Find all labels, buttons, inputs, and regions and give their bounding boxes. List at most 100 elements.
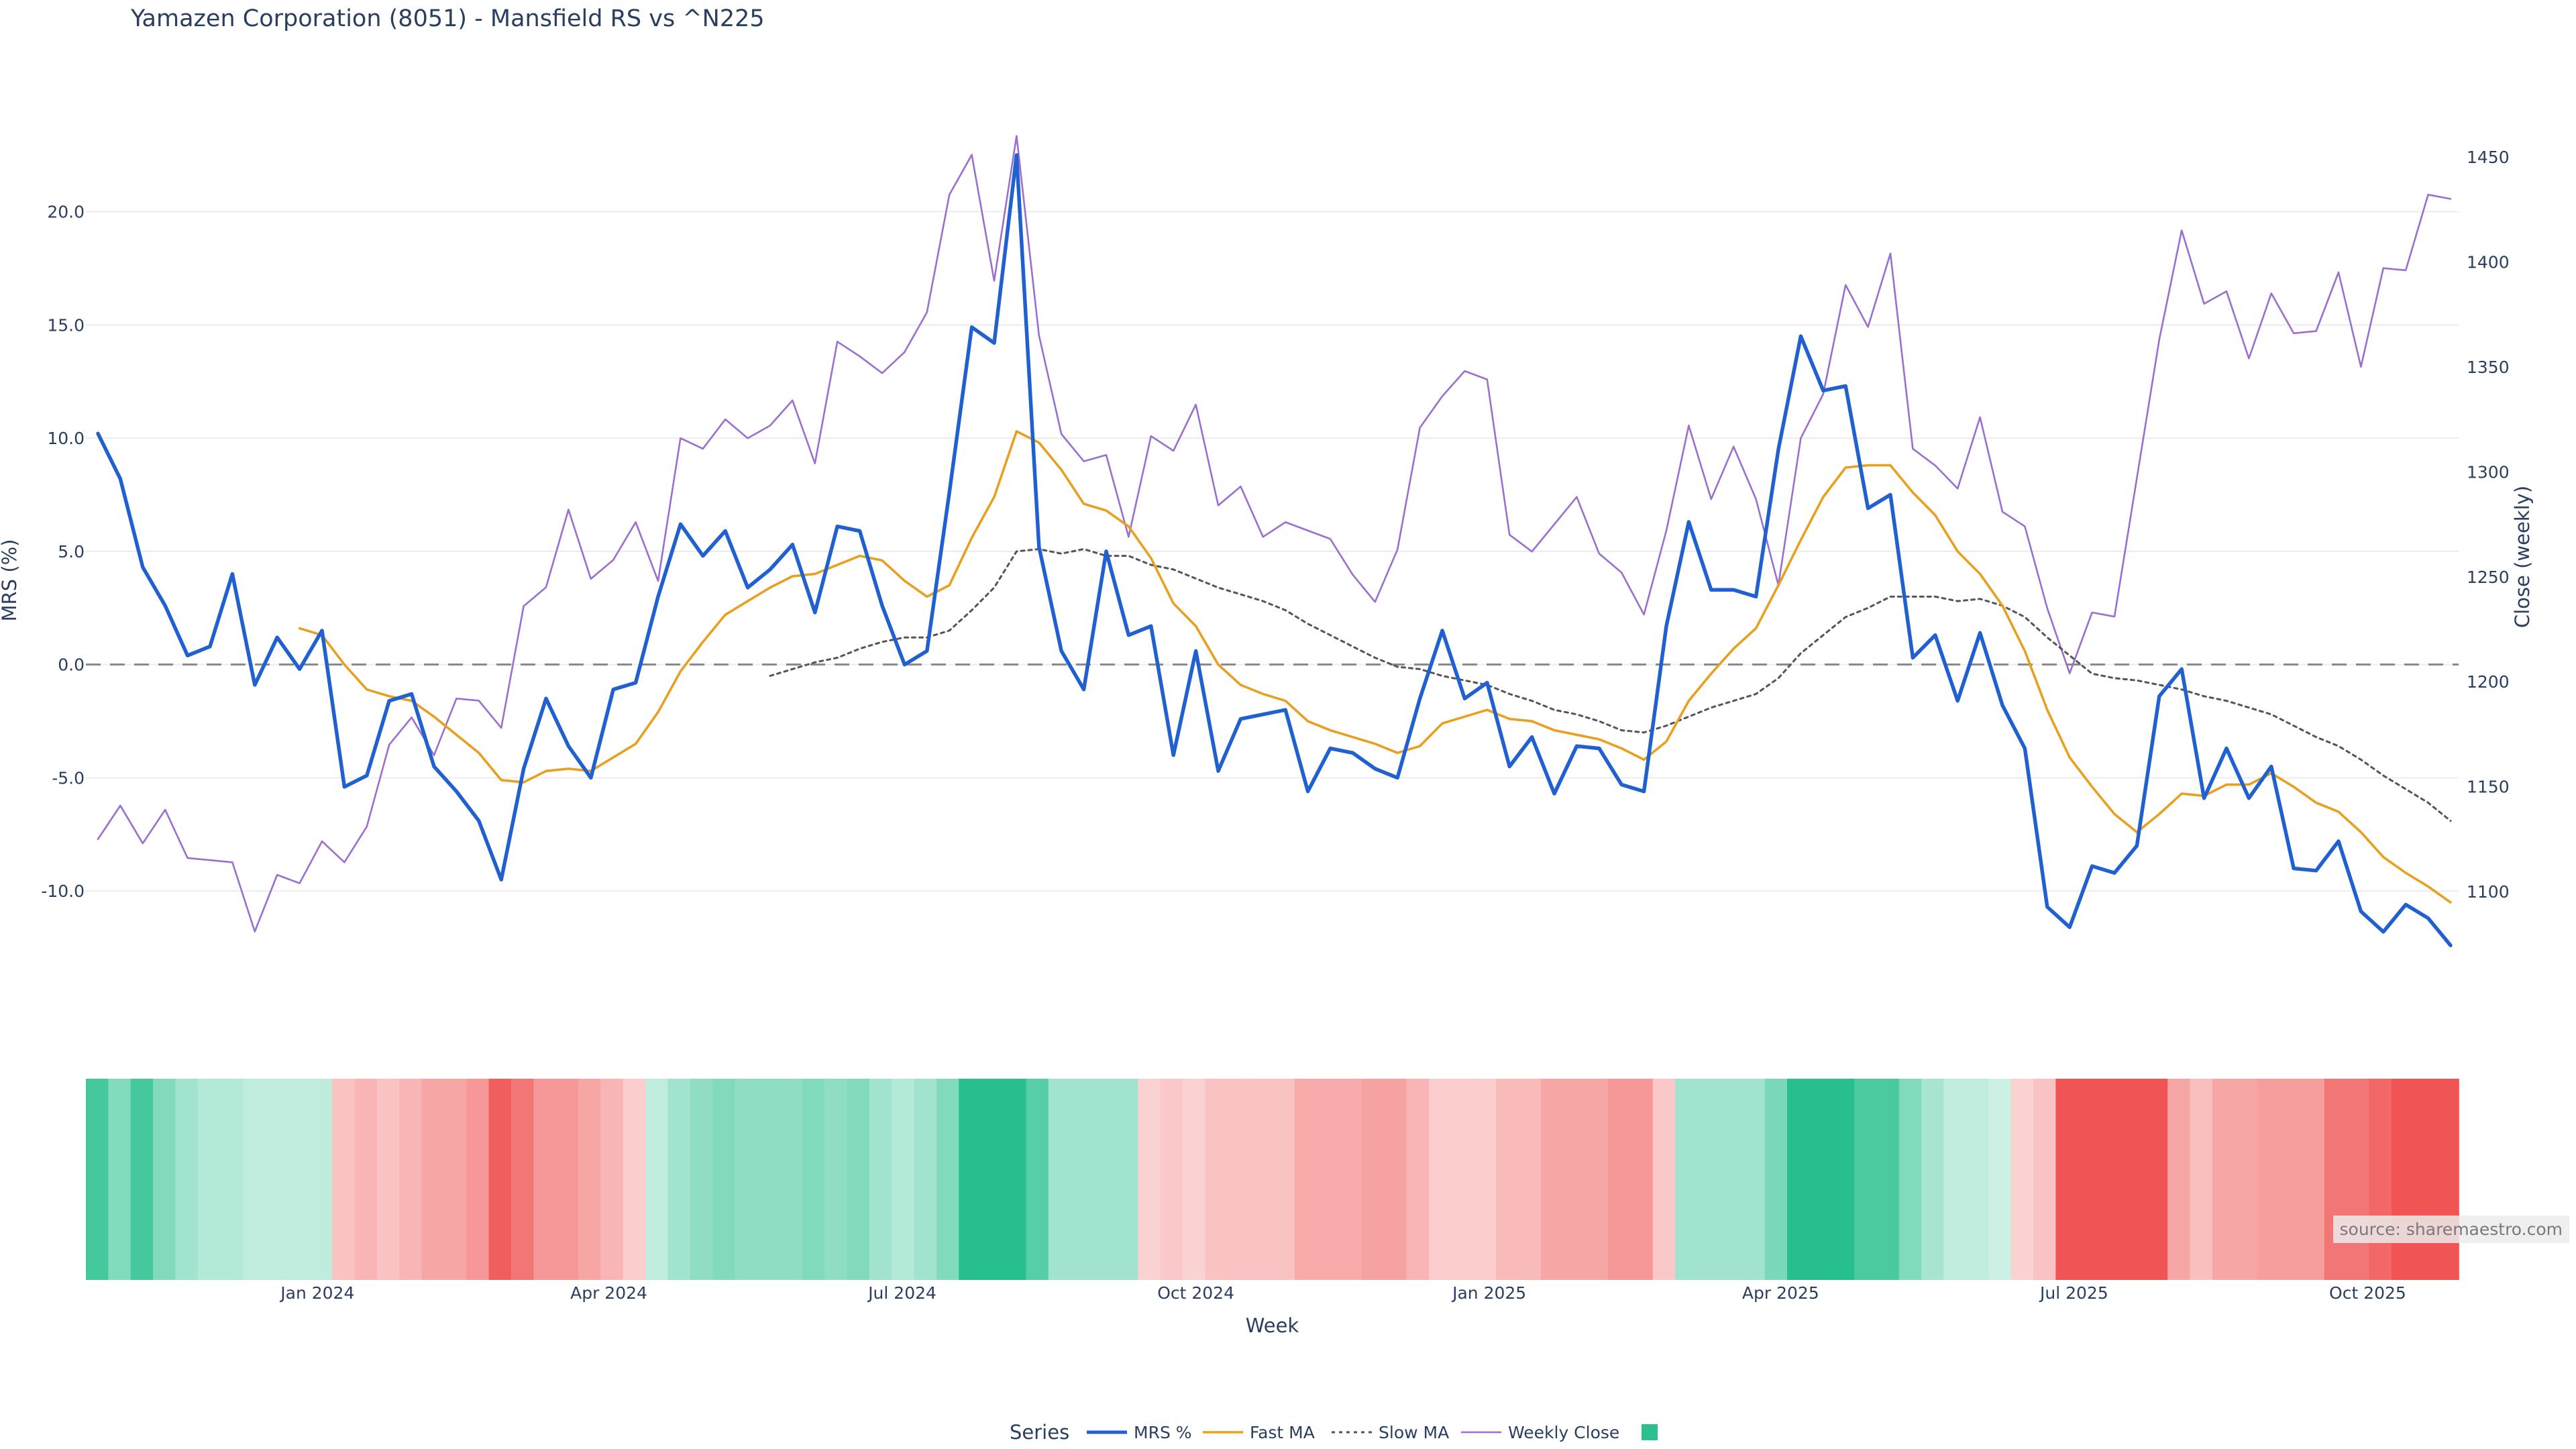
heatmap-cell (1719, 1079, 1743, 1280)
fast-ma-series (298, 430, 2452, 904)
heatmap-cell (108, 1079, 131, 1280)
heatmap-cell (242, 1079, 266, 1280)
heatmap-cell (690, 1079, 714, 1280)
mrs-line (96, 153, 2453, 947)
heatmap-cell (153, 1079, 176, 1280)
x-tick-label: Jan 2024 (279, 1283, 354, 1303)
heatmap-cell (1339, 1079, 1362, 1280)
legend-item-label: Fast MA (1250, 1423, 1315, 1442)
heatmap-cell (2302, 1079, 2325, 1280)
y-right-tick-label: 1400 (2467, 252, 2510, 272)
heatmap-cell (1585, 1079, 1609, 1280)
y-left-tick-label: -10.0 (41, 881, 85, 901)
heatmap-cell (780, 1079, 803, 1280)
heatmap-cell (2123, 1079, 2146, 1280)
heatmap-cell (2078, 1079, 2101, 1280)
heatmap-cell (1451, 1079, 1474, 1280)
heatmap-cell (376, 1079, 400, 1280)
heatmap-cell (309, 1079, 333, 1280)
heatmap-cell (287, 1079, 311, 1280)
heatmap-cell (1943, 1079, 1967, 1280)
slow-ma-line (769, 548, 2452, 822)
legend-item-label: Weekly Close (1508, 1423, 1619, 1442)
heatmap-cell (2257, 1079, 2280, 1280)
weekly-close-line (97, 135, 2452, 932)
y-right-tick-label: 1450 (2467, 148, 2510, 167)
heatmap-cell (488, 1079, 512, 1280)
heatmap-cell (1966, 1079, 1990, 1280)
series-lines (96, 135, 2453, 947)
y-right-tick-label: 1350 (2467, 358, 2510, 377)
legend-item-label: MRS % (1134, 1423, 1192, 1442)
heatmap-cell (1205, 1079, 1228, 1280)
fast-ma-line (298, 430, 2452, 904)
heatmap-cell (847, 1079, 870, 1280)
legend-item-label: Slow MA (1379, 1423, 1449, 1442)
heatmap-cell (1004, 1079, 1027, 1280)
y-right-tick-label: 1250 (2467, 568, 2510, 587)
y-right-tick-label: 1300 (2467, 462, 2510, 482)
heatmap-cell (1518, 1079, 1542, 1280)
y-right-tick-label: 1200 (2467, 672, 2510, 692)
y-right-axis-title: Close (weekly) (2511, 486, 2534, 628)
heatmap-cell (600, 1079, 624, 1280)
heatmap-cell (1876, 1079, 1900, 1280)
heatmap-cell (466, 1079, 490, 1280)
heatmap-cell (2391, 1079, 2415, 1280)
heatmap-cell (1675, 1079, 1699, 1280)
heatmap-cell (130, 1079, 154, 1280)
y-left-tick-label: 15.0 (47, 315, 85, 335)
heatmap-cell (1183, 1079, 1206, 1280)
x-tick-label: Oct 2025 (2329, 1283, 2406, 1303)
heatmap-cell (1115, 1079, 1139, 1280)
heatmap-cell (2369, 1079, 2392, 1280)
y-left-tick-label: 5.0 (58, 542, 85, 561)
heatmap-cell (2436, 1079, 2459, 1280)
heatmap-cell (1898, 1079, 1922, 1280)
heatmap-cell (332, 1079, 356, 1280)
heatmap-cell (264, 1079, 288, 1280)
heatmap-cell (175, 1079, 199, 1280)
heatmap-cell (2033, 1079, 2057, 1280)
y-left-tick-label: 0.0 (58, 655, 85, 675)
heatmap-cell (959, 1079, 982, 1280)
heatmap-cell (86, 1079, 109, 1280)
heatmap-cell (914, 1079, 937, 1280)
gridlines (86, 211, 2459, 892)
x-tick-label: Jan 2025 (1451, 1283, 1526, 1303)
heatmap-cell (1742, 1079, 1766, 1280)
heatmap-cell (1854, 1079, 1878, 1280)
x-tick-label: Apr 2025 (1742, 1283, 1819, 1303)
chart-title: Yamazen Corporation (8051) - Mansfield R… (131, 5, 765, 32)
heatmap-cell (1294, 1079, 1318, 1280)
heatmap-cell (667, 1079, 691, 1280)
heatmap-cell (1048, 1079, 1071, 1280)
heatmap-cell (354, 1079, 378, 1280)
heatmap-cell (1250, 1079, 1273, 1280)
heatmap-cell (1921, 1079, 1945, 1280)
heatmap-cell (1138, 1079, 1161, 1280)
heatmap-cell (1272, 1079, 1295, 1280)
heatmap-cell (712, 1079, 736, 1280)
heatmap-cell (1697, 1079, 1721, 1280)
heatmap-cell (511, 1079, 535, 1280)
heatmap-cell (981, 1079, 1004, 1280)
legend-title: Series (1010, 1421, 1069, 1444)
heatmap-cell (197, 1079, 221, 1280)
heatmap-cell (1787, 1079, 1811, 1280)
heatmap-cell (1227, 1079, 1250, 1280)
heatmap-cell (1496, 1079, 1519, 1280)
heatmap-cell (1160, 1079, 1183, 1280)
heatmap-cell (1563, 1079, 1587, 1280)
heatmap-cell (1026, 1079, 1049, 1280)
heatmap-cell (1652, 1079, 1676, 1280)
heatmap-cell (623, 1079, 646, 1280)
y-right-tick-label: 1150 (2467, 777, 2510, 797)
heatmap-cell (2324, 1079, 2347, 1280)
heatmap-cell (869, 1079, 893, 1280)
heatmap-cell (421, 1079, 445, 1280)
x-tick-label: Jul 2024 (867, 1283, 936, 1303)
heatmap-cell (1093, 1079, 1116, 1280)
heatmap-cell (2212, 1079, 2236, 1280)
heatmap-cell (1384, 1079, 1407, 1280)
